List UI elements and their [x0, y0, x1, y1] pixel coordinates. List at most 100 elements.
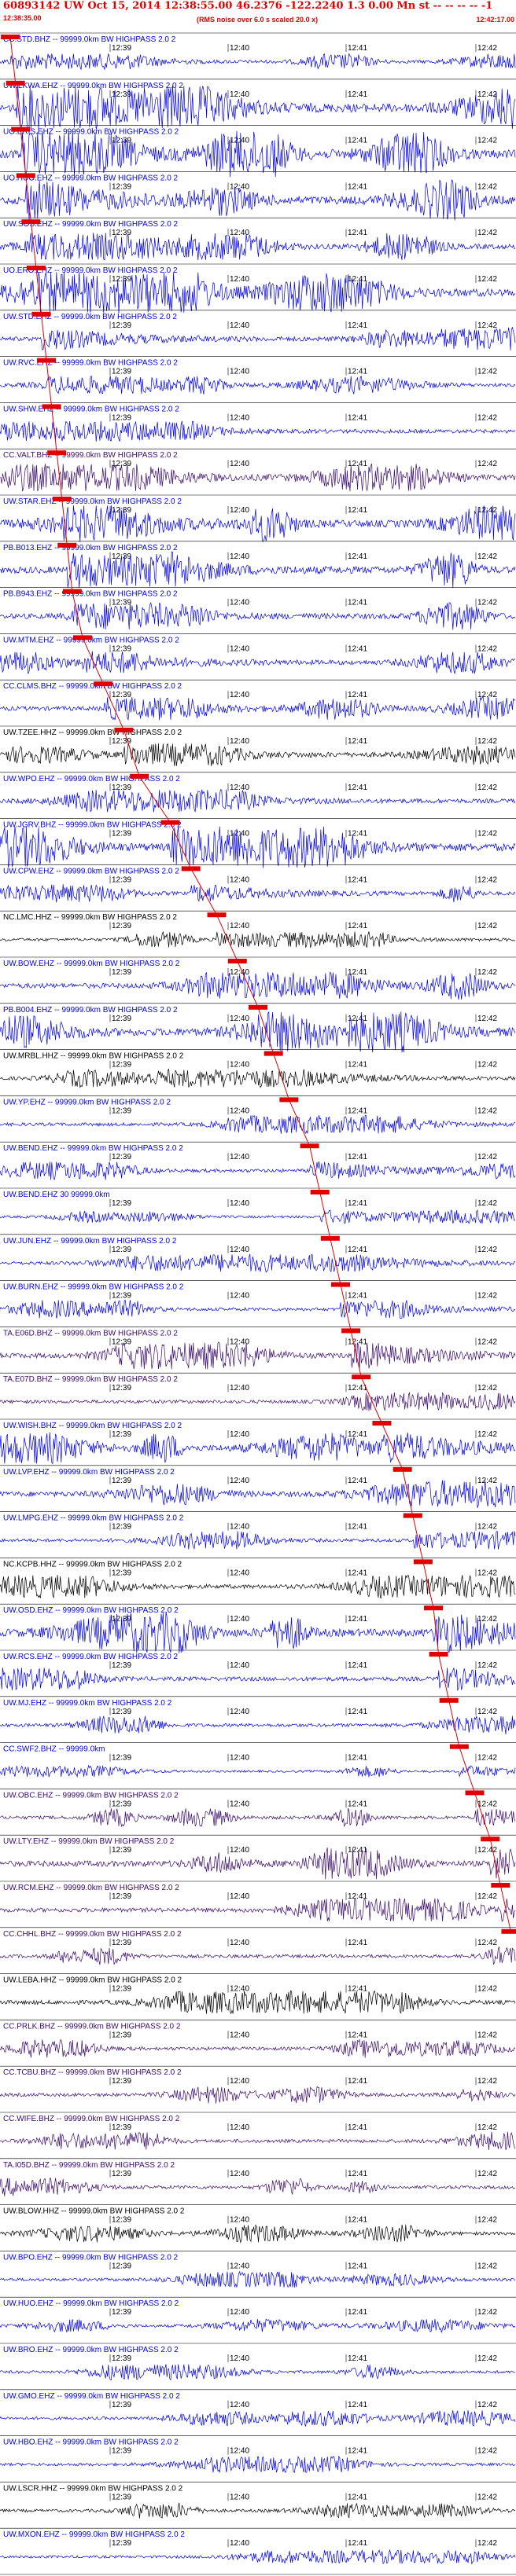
waveform — [0, 1391, 516, 1411]
waveform — [0, 1114, 516, 1134]
trace-row: UW.SHW.EHZ -- 99999.0km BW HIGHPASS 2.0 … — [0, 402, 516, 442]
time-tick-label: 12:41 — [348, 1106, 367, 1115]
trace-row: UW.BOW.EHZ -- 99999.0km BW HIGHPASS 2.0 … — [0, 956, 516, 1000]
waveform — [0, 1764, 516, 1778]
time-tick-label: 12:42 — [477, 1246, 497, 1254]
trace-row: UW.BPO.EHZ -- 99999.0km BW HIGHPASS 2.0 … — [0, 2251, 516, 2288]
time-tick-label: 12:39 — [112, 2216, 131, 2225]
time-tick-label: 12:40 — [230, 552, 249, 561]
phase-pick-marker — [501, 1928, 516, 1934]
event-title: 60893142 UW Oct 15, 2014 12:38:55.00 46.… — [3, 0, 493, 12]
waveform — [0, 1848, 516, 1880]
waveform — [0, 1300, 516, 1319]
station-label: UW.JUN.EHZ -- 99999.0km BW HIGHPASS 2.0 … — [3, 1237, 177, 1246]
time-tick-label: 12:42 — [477, 1892, 497, 1901]
time-tick-label: 12:42 — [477, 2539, 497, 2548]
waveform — [0, 130, 516, 178]
end-time: 12:42:17.00 — [476, 16, 514, 24]
time-tick-label: 12:41 — [348, 830, 367, 838]
time-tick-label: 12:42 — [477, 922, 497, 930]
rms-note: (RMS noise over 6.0 s scaled 20.0 x) — [197, 16, 319, 24]
station-label: UW.HUO.EHZ -- 99999.0km BW HIGHPASS 2.0 … — [3, 2299, 179, 2308]
time-tick-label: 12:41 — [348, 1846, 367, 1855]
time-tick-label: 12:41 — [348, 2216, 367, 2225]
time-tick-label: 12:42 — [477, 1106, 497, 1115]
time-tick-label: 12:40 — [230, 2539, 249, 2548]
time-tick-label: 12:39 — [112, 968, 131, 977]
trace-row: UW.RCM.EHZ -- 99999.0km BW HIGHPASS 2.0 … — [0, 1881, 516, 1922]
time-tick-label: 12:39 — [112, 1199, 131, 1208]
waveform — [0, 1990, 516, 2015]
time-tick-label: 12:39 — [112, 1754, 131, 1763]
waveform — [0, 2038, 516, 2058]
station-label: PB.B004.EHZ -- 99999.0km BW HIGHPASS 2.0… — [3, 1006, 178, 1015]
time-tick-label: 12:39 — [112, 275, 131, 284]
station-label: UW.STD.EHZ -- 99999.0km BW HIGHPASS 2.0 … — [3, 313, 177, 321]
trace-row: UW.STD.EHZ -- 99999.0km BW HIGHPASS 2.0 … — [0, 310, 516, 350]
time-tick-label: 12:39 — [112, 1661, 131, 1670]
time-tick-label: 12:40 — [230, 1338, 249, 1346]
time-tick-label: 12:40 — [230, 1985, 249, 1994]
time-tick-label: 12:40 — [230, 783, 249, 792]
time-tick-label: 12:39 — [112, 2539, 131, 2548]
time-tick-label: 12:41 — [348, 2354, 367, 2363]
trace-row: UW.HBO.EHZ -- 99999.0km BW HIGHPASS 2.0 … — [0, 2435, 516, 2474]
time-tick-label: 12:39 — [112, 691, 131, 699]
waveform — [0, 601, 516, 630]
trace-row: TA.E07D.BHZ -- 99999.0km BW HIGHPASS 2.0… — [0, 1372, 516, 1411]
station-label: PB.B013.EHZ -- 99999.0km BW HIGHPASS 2.0… — [3, 544, 178, 552]
station-label: UW.BURN.EHZ -- 99999.0km BW HIGHPASS 2.0… — [3, 1283, 184, 1292]
trace-row: UW.BEND.EHZ -- 99999.0km BW HIGHPASS 2.0… — [0, 1141, 516, 1180]
time-tick-label: 12:41 — [348, 968, 367, 977]
station-label: UW.MXON.EHZ -- 99999.0km BW HIGHPASS 2.0… — [3, 2530, 185, 2539]
time-tick-label: 12:42 — [477, 1384, 497, 1393]
time-tick-label: 12:41 — [348, 1015, 367, 1023]
station-label: UW.LMPG.EHZ -- 99999.0km BW HIGHPASS 2.0… — [3, 1514, 184, 1523]
trace-row: CC.WIFE.BHZ -- 99999.0km BW HIGHPASS 2.0… — [0, 2112, 516, 2151]
waveform — [0, 53, 516, 70]
time-tick-label: 12:39 — [112, 2077, 131, 2086]
trace-row: UW.RCS.EHZ -- 99999.0km BW HIGHPASS 2.0 … — [0, 1649, 516, 1692]
start-time: 12:38:35.00 — [3, 14, 42, 22]
time-tick-label: 12:42 — [477, 1523, 497, 1532]
time-tick-label: 12:42 — [477, 460, 497, 468]
trace-row: UW.RVC.EHZ -- 99999.0km BW HIGHPASS 2.0 … — [0, 356, 516, 394]
trace-row: NC.LMC.HHZ -- 99999.0km BW HIGHPASS 2.0 … — [0, 910, 516, 949]
waveform — [0, 463, 516, 492]
time-tick-label: 12:40 — [230, 2170, 249, 2178]
time-tick-label: 12:40 — [230, 413, 249, 422]
time-tick-label: 12:39 — [112, 1338, 131, 1346]
trace-row: UW.WPO.EHZ -- 99999.0km BW HIGHPASS 2.0 … — [0, 772, 516, 813]
time-tick-label: 12:41 — [348, 1892, 367, 1901]
trace-row: UW.WISH.BHZ -- 99999.0km BW HIGHPASS 2.0… — [0, 1418, 516, 1465]
time-tick-label: 12:42 — [477, 413, 497, 422]
time-tick-label: 12:41 — [348, 1939, 367, 1947]
time-tick-label: 12:41 — [348, 1199, 367, 1208]
time-tick-label: 12:39 — [112, 1892, 131, 1901]
time-tick-label: 12:40 — [230, 1939, 249, 1947]
trace-row: UW.MJ.EHZ -- 99999.0km BW HIGHPASS 2.0 2… — [0, 1696, 516, 1734]
time-tick-label: 12:40 — [230, 1754, 249, 1763]
time-tick-label: 12:39 — [112, 1477, 131, 1485]
time-tick-label: 12:40 — [230, 2401, 249, 2409]
time-tick-label: 12:41 — [348, 922, 367, 930]
time-tick-label: 12:42 — [477, 691, 497, 699]
trace-row: CC.SWF2.BHZ -- 99999.0km 12:39 12:40 12:41 1… — [0, 1742, 516, 1778]
time-tick-label: 12:39 — [112, 2493, 131, 2501]
time-tick-label: 12:41 — [348, 875, 367, 884]
time-tick-label: 12:40 — [230, 1292, 249, 1301]
trace-row: CC.CLMS.BHZ -- 99999.0km BW HIGHPASS 2.0… — [0, 679, 516, 721]
time-tick-label: 12:41 — [348, 783, 367, 792]
trace-row: UW.MTM.EHZ -- 99999.0km BW HIGHPASS 2.0 … — [0, 633, 516, 674]
time-tick-label: 12:42 — [477, 2123, 497, 2132]
time-tick-label: 12:40 — [230, 2123, 249, 2132]
waveform — [0, 1946, 516, 1965]
waveform — [0, 233, 516, 261]
time-tick-label: 12:41 — [348, 413, 367, 422]
station-label: CC.SWF2.BHZ -- 99999.0km — [3, 1745, 105, 1754]
time-tick-label: 12:42 — [477, 1015, 497, 1023]
trace-row: PB.B943.EHZ -- 99999.0km BW HIGHPASS 2.0… — [0, 587, 516, 630]
waveform — [0, 931, 516, 949]
station-label: UW.JGRV.BHZ -- 99999.0km BW HIGHPASS 2.0… — [3, 821, 182, 830]
time-tick-label: 12:40 — [230, 1061, 249, 1070]
